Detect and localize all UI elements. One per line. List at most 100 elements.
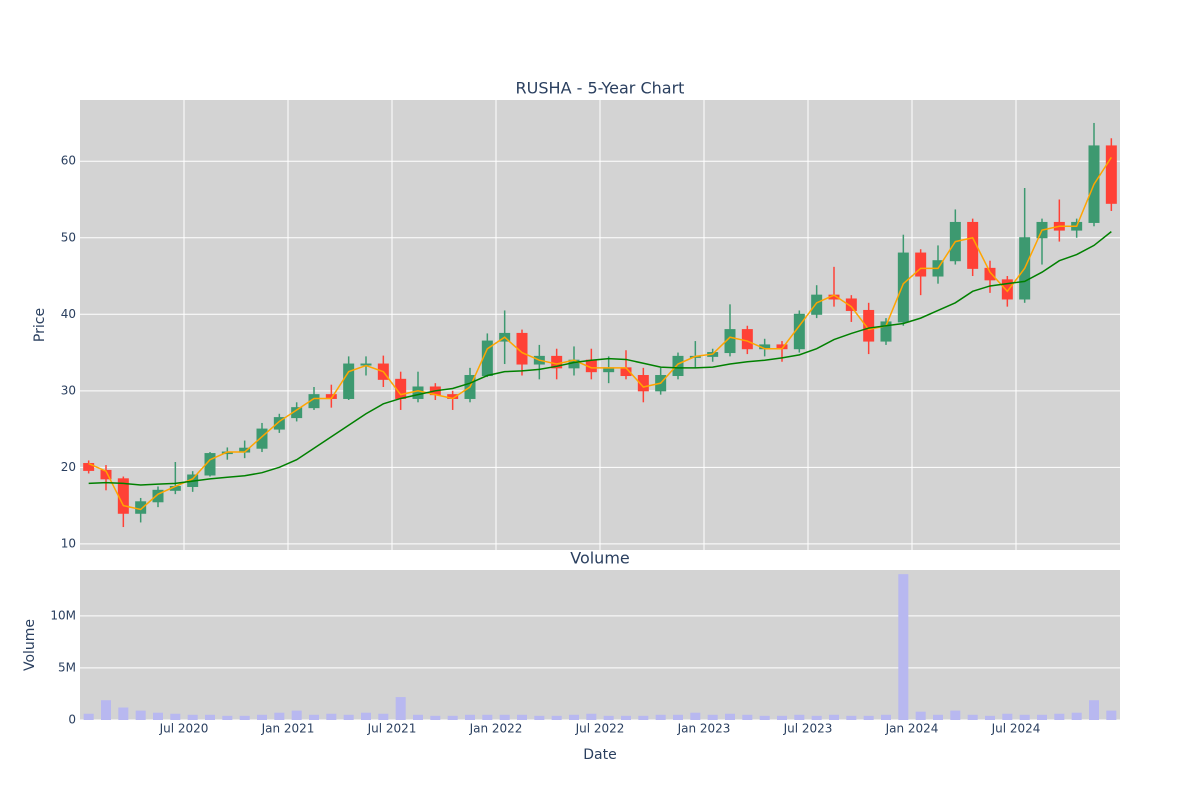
volume-bar	[881, 714, 891, 720]
candle-body	[551, 355, 563, 369]
x-tick-label: Jul 2021	[367, 722, 417, 736]
volume-bar	[499, 714, 510, 720]
volume-bar	[551, 715, 562, 720]
volume-bar	[482, 714, 493, 720]
candle-body	[343, 363, 355, 399]
candle-body	[412, 386, 424, 399]
candle-body	[845, 298, 857, 311]
candle-body	[880, 321, 892, 342]
candle-body	[152, 489, 164, 503]
volume-bar	[413, 714, 423, 720]
volume-bar	[274, 712, 285, 720]
volume-bar	[430, 715, 441, 720]
volume-bar	[326, 713, 337, 720]
candle-body	[915, 252, 927, 277]
moving-average-line	[88, 156, 1112, 511]
volume-bar	[794, 714, 805, 720]
volume-bar	[291, 710, 302, 720]
volume-bar	[1002, 713, 1013, 720]
volume-bar	[135, 710, 146, 720]
volume-bar	[257, 714, 267, 720]
candle-body	[256, 428, 268, 449]
volume-plot-area	[80, 570, 1120, 720]
volume-bar	[933, 714, 943, 720]
volume-bar	[378, 713, 389, 720]
volume-bar	[101, 700, 111, 720]
volume-bar	[517, 714, 527, 720]
x-tick-label: Jan 2022	[469, 722, 523, 736]
candle-body	[637, 375, 649, 392]
candle-body	[897, 252, 909, 323]
volume-bar	[1089, 700, 1099, 720]
volume-bar	[187, 714, 198, 720]
volume-bar	[1106, 710, 1117, 720]
x-tick-label: Jul 2022	[575, 722, 625, 736]
volume-bar	[690, 712, 701, 720]
volume-bar	[83, 713, 94, 720]
volume-bar	[1019, 714, 1030, 720]
y-tick-label: 60	[61, 154, 76, 168]
x-tick-label: Jan 2024	[885, 722, 939, 736]
x-tick-label: Jul 2023	[783, 722, 833, 736]
volume-title: Volume	[570, 549, 630, 568]
volume-bar	[655, 714, 666, 720]
volume-bar	[118, 707, 129, 720]
candle-body	[984, 267, 996, 281]
volume-bar	[742, 714, 753, 720]
volume-bar	[309, 714, 319, 720]
volume-bar	[361, 712, 371, 720]
volume-bar	[707, 714, 718, 720]
y-tick-label: 0	[68, 713, 76, 727]
volume-bar	[950, 710, 961, 720]
volume-bar	[846, 715, 857, 720]
volume-bar	[603, 715, 614, 720]
volume-axis-title: Volume	[22, 619, 38, 671]
volume-bar	[586, 713, 597, 720]
candle-body	[672, 355, 684, 377]
y-tick-label: 5M	[58, 660, 76, 674]
y-axis-title: Price	[32, 308, 48, 342]
volume-bar	[1037, 714, 1047, 720]
candle-body	[1001, 279, 1013, 300]
y-tick-label: 10	[61, 536, 76, 550]
chart-title: RUSHA - 5-Year Chart	[516, 79, 685, 98]
candle-body	[273, 417, 285, 430]
volume-bar	[222, 715, 233, 720]
x-tick-label: Jan 2023	[677, 722, 731, 736]
volume-bar	[569, 714, 579, 720]
candle-body	[1105, 145, 1117, 204]
x-tick-label: Jul 2020	[159, 722, 209, 736]
volume-bar	[395, 697, 406, 720]
y-tick-label: 40	[61, 307, 76, 321]
moving-average-line	[88, 231, 1112, 486]
candle-body	[967, 221, 979, 269]
volume-bar	[465, 714, 475, 720]
volume-bar	[777, 715, 787, 720]
volume-bar	[673, 714, 683, 720]
x-tick-label: Jan 2021	[261, 722, 315, 736]
volume-bar	[447, 715, 458, 720]
volume-bar	[915, 711, 926, 720]
volume-bar	[829, 714, 839, 720]
volume-bar	[205, 714, 215, 720]
x-tick-label: Jul 2024	[991, 722, 1041, 736]
y-tick-label: 50	[61, 230, 76, 244]
volume-bar	[170, 713, 181, 720]
volume-bar	[898, 574, 909, 720]
volume-bar	[725, 713, 735, 720]
volume-bar	[638, 715, 649, 720]
candle-body	[863, 309, 875, 342]
volume-bar	[153, 712, 163, 720]
candle-body	[135, 501, 147, 514]
volume-bar	[1071, 712, 1082, 720]
volume-bar	[534, 715, 545, 720]
volume-bar	[1054, 713, 1065, 720]
volume-bar	[985, 715, 995, 720]
volume-bar	[863, 715, 874, 720]
volume-bar	[621, 715, 631, 720]
candle-body	[811, 294, 823, 315]
volume-bar	[811, 715, 822, 720]
volume-bar	[343, 714, 354, 720]
volume-bar	[239, 715, 250, 720]
